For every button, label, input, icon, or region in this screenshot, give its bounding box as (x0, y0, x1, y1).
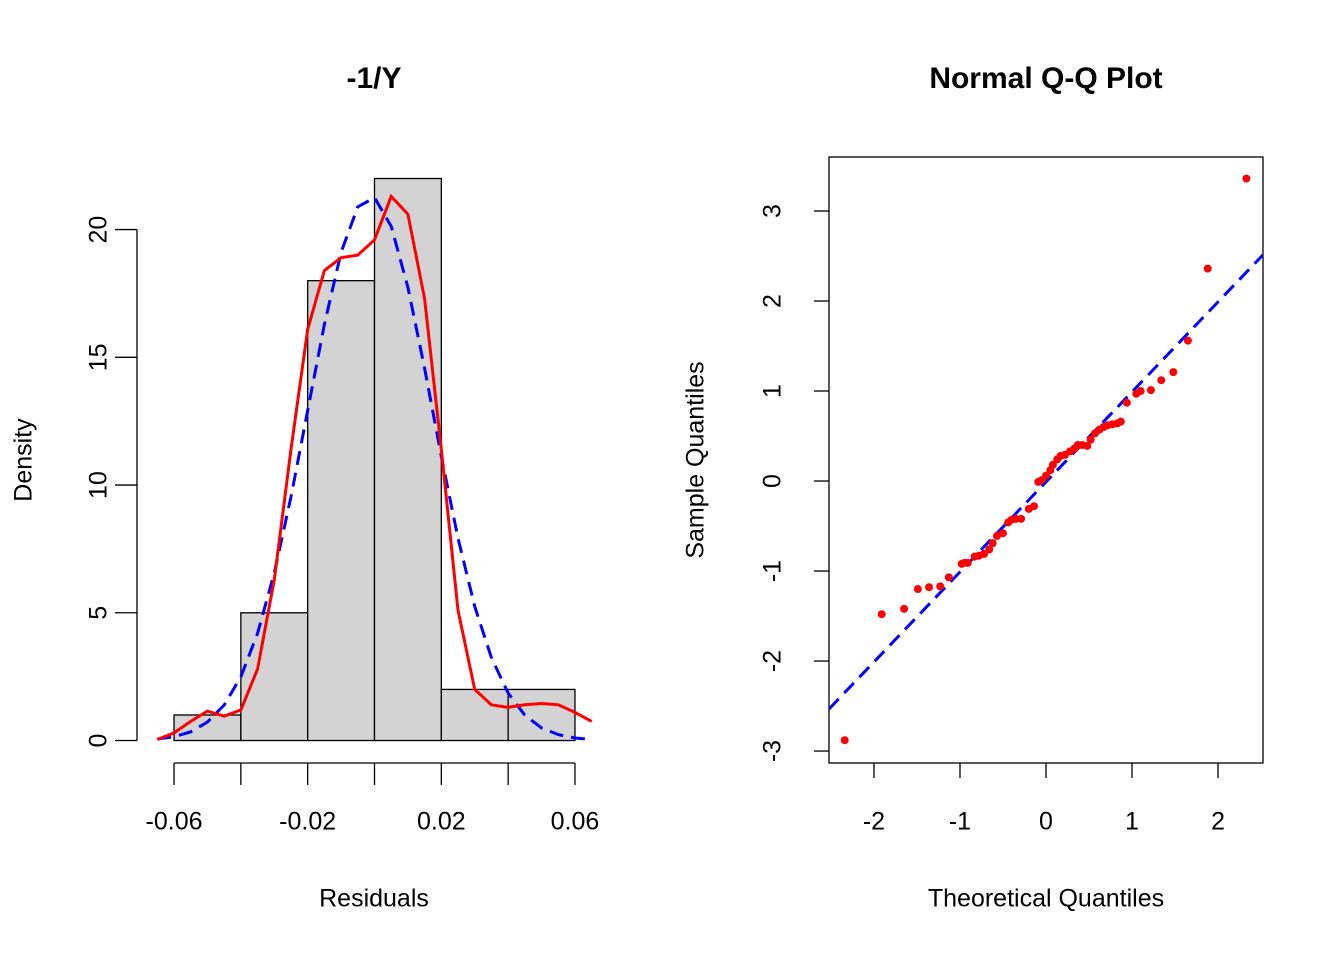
y-tick-label: 2 (759, 294, 787, 308)
bar (173, 714, 242, 742)
point (944, 573, 953, 582)
chart-title: -1/Y (346, 62, 401, 95)
x-tick-label: 1 (1125, 808, 1139, 836)
point (988, 539, 997, 548)
point (1122, 398, 1131, 407)
y-tick-label: 0 (85, 734, 113, 748)
x-tick-label: -0.02 (279, 808, 336, 836)
point (1242, 174, 1251, 183)
point (877, 610, 886, 619)
point (1086, 435, 1095, 444)
y-tick-label: 3 (759, 204, 787, 218)
point (900, 604, 909, 613)
bar (440, 688, 509, 742)
x-tick-label: -2 (863, 808, 885, 836)
density-curve (156, 193, 593, 741)
point (925, 583, 934, 592)
point (1029, 502, 1038, 511)
bar (240, 612, 309, 742)
y-tick-label: 5 (85, 606, 113, 620)
y-tick-label: 0 (759, 474, 787, 488)
point (1136, 387, 1145, 396)
point (1042, 471, 1050, 480)
point (1017, 514, 1026, 523)
point (998, 529, 1007, 538)
point (913, 585, 922, 594)
point (992, 531, 1001, 540)
point (1048, 460, 1057, 469)
y-tick-label: 10 (85, 471, 113, 499)
x-axis-label: Residuals (319, 885, 429, 913)
point (1146, 386, 1155, 395)
y-tick-label: 20 (85, 216, 113, 244)
x-axis-label: Theoretical Quantiles (928, 885, 1164, 913)
point (1169, 368, 1178, 377)
y-tick-label: -1 (759, 560, 787, 582)
y-axis-label: Density (10, 418, 38, 502)
point (936, 582, 945, 591)
x-tick-label: 0 (1039, 808, 1053, 836)
point (840, 736, 849, 745)
x-tick-label: 0.06 (551, 808, 600, 836)
bar (373, 177, 442, 742)
x-tick-label: 2 (1211, 808, 1225, 836)
bar (507, 688, 576, 742)
point (1183, 336, 1192, 345)
x-tick-label: -1 (949, 808, 971, 836)
y-tick-label: 15 (85, 343, 113, 371)
chart-title: Normal Q-Q Plot (929, 62, 1162, 95)
y-tick-label: 1 (759, 384, 787, 398)
point (985, 545, 994, 554)
bar (307, 280, 376, 742)
point (1116, 417, 1125, 426)
point (980, 549, 989, 558)
y-tick-label: -2 (759, 650, 787, 672)
y-axis-label: Sample Quantiles (682, 361, 710, 558)
density-curve (157, 195, 592, 741)
point (1203, 264, 1212, 273)
point (1083, 441, 1092, 450)
x-tick-label: 0.02 (417, 808, 466, 836)
reference-line (829, 253, 1263, 711)
y-tick-label: -3 (759, 740, 787, 762)
x-tick-label: -0.06 (146, 808, 203, 836)
point (963, 558, 972, 567)
point (1157, 376, 1166, 385)
